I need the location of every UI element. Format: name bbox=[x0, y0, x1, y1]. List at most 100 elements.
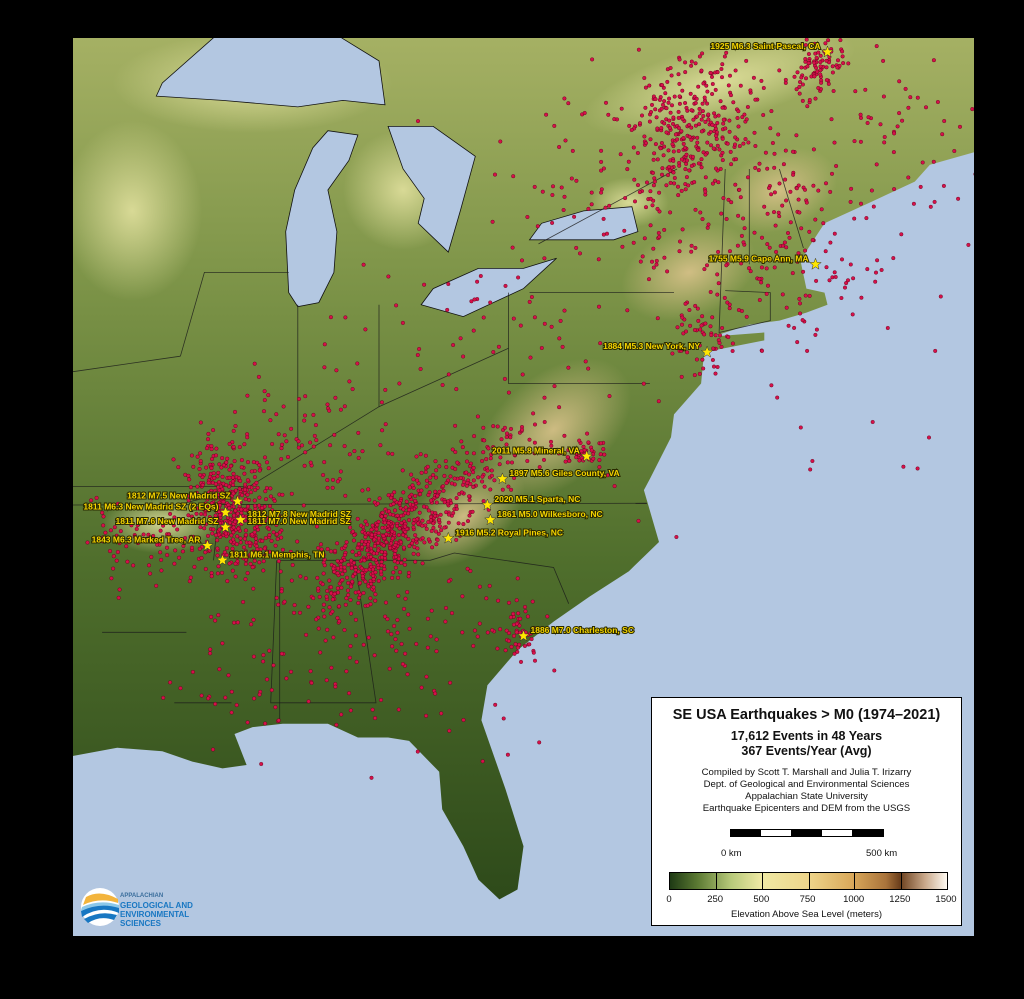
epicenter-dot bbox=[226, 502, 231, 507]
epicenter-dot bbox=[347, 655, 352, 660]
epicenter-dot bbox=[426, 508, 431, 513]
epicenter-dot bbox=[335, 559, 340, 564]
epicenter-dot bbox=[195, 454, 200, 459]
epicenter-dot bbox=[321, 473, 326, 478]
epicenter-dot bbox=[350, 549, 355, 554]
epicenter-dot bbox=[828, 189, 833, 194]
epicenter-dot bbox=[363, 539, 368, 544]
epicenter-dot bbox=[574, 455, 579, 460]
epicenter-dot bbox=[908, 95, 913, 100]
epicenter-dot bbox=[451, 511, 456, 516]
epicenter-dot bbox=[273, 705, 278, 710]
epicenter-dot bbox=[455, 460, 460, 465]
epicenter-dot bbox=[727, 118, 732, 123]
epicenter-dot bbox=[383, 614, 388, 619]
epicenter-dot bbox=[411, 521, 416, 526]
epicenter-dot bbox=[338, 407, 343, 412]
epicenter-dot bbox=[480, 459, 485, 464]
epicenter-dot bbox=[756, 168, 761, 173]
relief-patch bbox=[621, 223, 757, 322]
epicenter-dot bbox=[348, 644, 353, 649]
epicenter-dot bbox=[742, 226, 747, 231]
epicenter-dot bbox=[768, 126, 773, 131]
epicenter-dot bbox=[429, 529, 434, 534]
epicenter-dot bbox=[420, 561, 425, 566]
epicenter-dot bbox=[386, 509, 391, 514]
earthquake-label: 2020 M5.1 Sparta, NC bbox=[494, 494, 580, 504]
epicenter-dot bbox=[714, 130, 719, 135]
epicenter-dot bbox=[511, 316, 516, 321]
epicenter-dot bbox=[478, 274, 483, 279]
epicenter-dot bbox=[264, 497, 269, 502]
epicenter-dot bbox=[370, 707, 375, 712]
epicenter-dot bbox=[864, 216, 869, 221]
epicenter-dot bbox=[362, 558, 367, 563]
epicenter-dot bbox=[772, 265, 777, 270]
epicenter-dot bbox=[705, 101, 710, 106]
epicenter-dot bbox=[734, 157, 739, 162]
epicenter-dot bbox=[607, 203, 612, 208]
epicenter-dot bbox=[303, 413, 308, 418]
epicenter-dot bbox=[796, 197, 801, 202]
star-icon bbox=[231, 494, 244, 507]
epicenter-dot bbox=[744, 314, 749, 319]
epicenter-dot bbox=[266, 516, 271, 521]
epicenter-dot bbox=[532, 315, 537, 320]
epicenter-dot bbox=[692, 180, 697, 185]
epicenter-dot bbox=[284, 676, 289, 681]
epicenter-dot bbox=[252, 361, 257, 366]
epicenter-dot bbox=[695, 306, 700, 311]
epicenter-dot bbox=[795, 70, 800, 75]
legend-box: SE USA Earthquakes > M0 (1974–2021) 17,6… bbox=[651, 697, 962, 926]
epicenter-dot bbox=[566, 448, 571, 453]
epicenter-dot bbox=[209, 574, 214, 579]
epicenter-dot bbox=[375, 540, 380, 545]
epicenter-dot bbox=[357, 595, 362, 600]
lake-ontario bbox=[528, 206, 639, 241]
epicenter-dot bbox=[676, 72, 681, 77]
epicenter-dot bbox=[738, 83, 743, 88]
epicenter-dot bbox=[322, 614, 327, 619]
epicenter-dot bbox=[783, 80, 788, 85]
epicenter-dot bbox=[550, 220, 555, 225]
epicenter-dot bbox=[177, 555, 182, 560]
epicenter-dot bbox=[332, 591, 337, 596]
epicenter-dot bbox=[715, 120, 720, 125]
epicenter-dot bbox=[714, 166, 719, 171]
epicenter-dot bbox=[471, 484, 476, 489]
epicenter-dot bbox=[428, 475, 433, 480]
epicenter-dot bbox=[695, 140, 700, 145]
epicenter-dot bbox=[480, 474, 485, 479]
epicenter-dot bbox=[360, 574, 365, 579]
epicenter-dot bbox=[881, 58, 886, 63]
epicenter-dot bbox=[264, 486, 269, 491]
epicenter-dot bbox=[298, 574, 303, 579]
epicenter-dot bbox=[832, 270, 837, 275]
credit-line: Earthquake Epicenters and DEM from the U… bbox=[702, 803, 911, 814]
epicenter-dot bbox=[392, 559, 397, 564]
epicenter-dot bbox=[786, 230, 791, 235]
epicenter-dot bbox=[795, 259, 800, 264]
epicenter-dot bbox=[791, 149, 796, 154]
epicenter-dot bbox=[375, 501, 380, 506]
epicenter-dot bbox=[276, 559, 281, 564]
epicenter-dot bbox=[506, 638, 511, 643]
epicenter-dot bbox=[563, 459, 568, 464]
epicenter-dot bbox=[932, 199, 937, 204]
epicenter-dot bbox=[761, 112, 766, 117]
epicenter-dot bbox=[252, 554, 257, 559]
epicenter-dot bbox=[491, 424, 496, 429]
epicenter-dot bbox=[399, 642, 404, 647]
epicenter-dot bbox=[306, 699, 311, 704]
epicenter-dot bbox=[419, 685, 424, 690]
epicenter-dot bbox=[369, 532, 374, 537]
epicenter-dot bbox=[231, 537, 236, 542]
epicenter-dot bbox=[824, 58, 829, 63]
epicenter-dot bbox=[881, 94, 886, 99]
epicenter-dot bbox=[581, 444, 586, 449]
epicenter-dot bbox=[706, 112, 711, 117]
epicenter-dot bbox=[216, 613, 221, 618]
epicenter-dot bbox=[477, 621, 482, 626]
epicenter-dot bbox=[814, 278, 819, 283]
epicenter-dot bbox=[234, 542, 239, 547]
